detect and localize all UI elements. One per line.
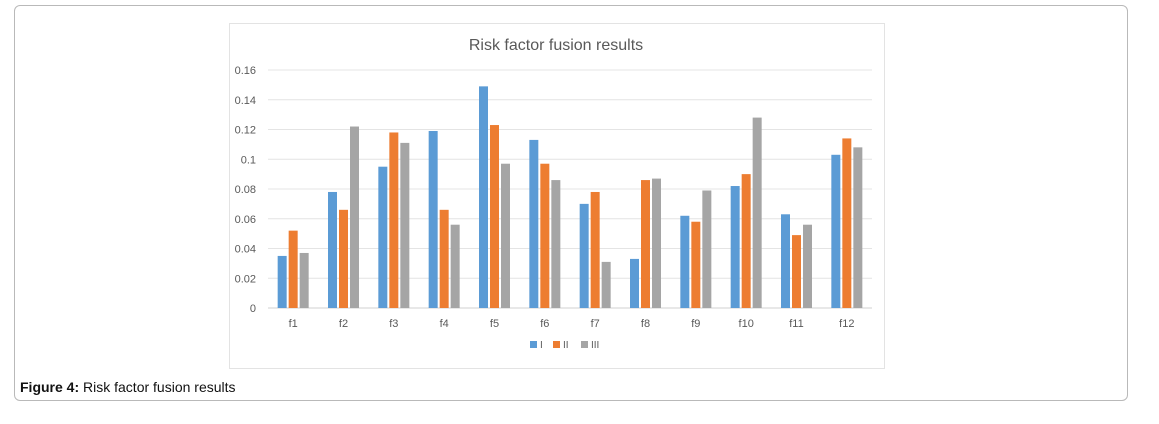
figure-caption: Figure 4: Risk factor fusion results: [20, 379, 236, 395]
figure-frame: [14, 5, 1128, 401]
bar-f3-III: [400, 142, 410, 308]
y-tick-label: 0.02: [235, 273, 256, 285]
bar-f3-II: [389, 132, 399, 308]
x-tick-label: f1: [289, 318, 298, 330]
legend-swatch: [581, 341, 588, 348]
x-tick-label: f12: [839, 318, 854, 330]
bar-f1-II: [288, 230, 298, 308]
figure-caption-text: Risk factor fusion results: [83, 379, 236, 395]
y-tick-label: 0.04: [235, 244, 256, 256]
legend-swatch: [553, 341, 560, 348]
legend: I II III: [530, 340, 599, 351]
bar-f12-II: [842, 138, 852, 308]
bar-f9-I: [680, 215, 690, 308]
legend-label: III: [591, 340, 599, 351]
y-tick-label: 0.14: [235, 95, 256, 107]
y-tick-label: 0.1: [241, 154, 256, 166]
bar-f3-I: [378, 166, 388, 308]
legend-label: II: [563, 340, 569, 351]
bar-f6-I: [529, 139, 539, 308]
bar-f6-III: [551, 180, 561, 308]
bar-f8-II: [641, 180, 650, 308]
bar-f7-II: [590, 191, 600, 308]
bar-f1-I: [277, 255, 287, 308]
bar-f6-II: [540, 163, 550, 308]
bar-f11-III: [803, 224, 812, 308]
bar-f11-II: [792, 235, 801, 308]
chart-panel: [229, 23, 885, 369]
x-tick-label: f6: [540, 318, 549, 330]
y-tick-label: 0.08: [235, 184, 256, 196]
x-tick-label: f5: [490, 318, 499, 330]
x-tick-label: f3: [389, 318, 398, 330]
legend-label: I: [540, 340, 543, 351]
chart-title: Risk factor fusion results: [469, 37, 643, 54]
x-tick-label: f7: [591, 318, 600, 330]
bar-f5-III: [501, 163, 510, 308]
bar-f11-I: [781, 214, 790, 308]
bar-f9-II: [691, 221, 701, 308]
y-axis-ticks: 0 0.02 0.04 0.06 0.08 0.1 0.12 0.14 0.16: [235, 65, 256, 315]
bar-f7-I: [579, 203, 589, 308]
gridlines: [268, 69, 872, 309]
bar-f8-III: [652, 178, 661, 308]
y-tick-label: 0.12: [235, 125, 256, 137]
x-tick-label: f10: [739, 318, 754, 330]
legend-swatch: [530, 341, 537, 348]
bar-f2-I: [328, 191, 337, 308]
x-tick-label: f4: [440, 318, 449, 330]
bar-f9-III: [702, 190, 712, 308]
x-tick-label: f2: [339, 318, 348, 330]
y-tick-label: 0.06: [235, 214, 256, 226]
bar-f1-III: [299, 252, 309, 308]
bar-f4-II: [439, 209, 449, 308]
bar-f12-I: [831, 154, 841, 308]
bar-f5-II: [490, 125, 499, 308]
bar-f8-I: [630, 258, 639, 308]
bar-f2-III: [350, 126, 359, 309]
x-tick-label: f8: [641, 318, 650, 330]
bar-f10-II: [741, 174, 751, 308]
bar-f7-III: [601, 261, 611, 308]
bars: [277, 86, 863, 309]
x-tick-label: f11: [789, 318, 803, 330]
figure-label: Figure 4:: [20, 379, 80, 395]
bar-f10-III: [752, 117, 762, 308]
x-tick-label: f9: [691, 318, 700, 330]
x-axis-ticks: f1 f2 f3 f4 f5 f6 f7 f8 f9 f10 f11 f12: [289, 318, 855, 330]
bar-f4-III: [450, 224, 460, 308]
bar-f5-I: [479, 86, 488, 308]
bar-f12-III: [853, 147, 863, 308]
bar-f10-I: [730, 186, 740, 308]
bar-f4-I: [428, 130, 438, 308]
y-tick-label: 0: [250, 303, 256, 315]
bar-f2-II: [339, 209, 348, 308]
y-tick-label: 0.16: [235, 65, 256, 77]
